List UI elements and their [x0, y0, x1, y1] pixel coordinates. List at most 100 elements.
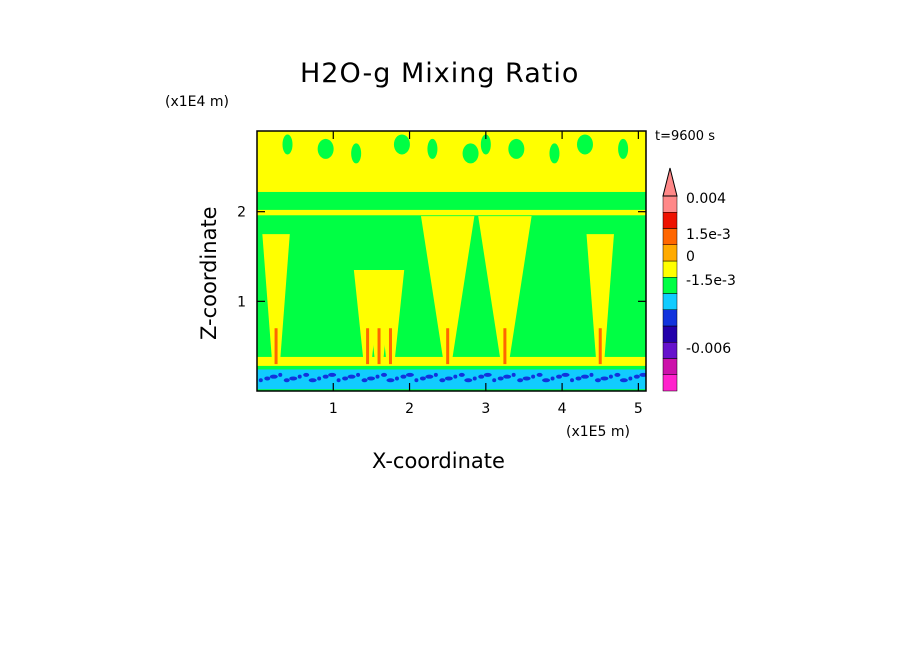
band-notch [508, 138, 525, 159]
blue-speck [414, 378, 419, 383]
blue-speck [458, 372, 465, 377]
blue-speck [283, 378, 290, 383]
plume-core [446, 328, 450, 365]
blue-speck [278, 372, 283, 377]
band-notch [549, 143, 560, 164]
blue-speck [600, 376, 609, 381]
blue-speck [478, 374, 485, 379]
blue-speck [556, 374, 563, 379]
colorbar-label: -1.5e-3 [686, 273, 736, 289]
blue-speck [394, 376, 399, 381]
blue-speck [303, 372, 310, 377]
colorbar-segment [662, 358, 678, 375]
y-tick-label: 2 [237, 205, 246, 221]
blue-speck [503, 374, 512, 379]
blue-speck [561, 372, 570, 377]
colorbar-segment [662, 195, 678, 213]
band-notch [462, 143, 479, 164]
plume [262, 234, 290, 365]
blue-speck [492, 378, 497, 383]
blue-speck [433, 372, 438, 377]
x-tick-label: 3 [481, 401, 490, 417]
colorbar-segment [662, 228, 678, 245]
band-notch [618, 138, 629, 159]
colorbar-segment [662, 277, 678, 294]
plume-core [598, 328, 602, 365]
plume-core [388, 328, 392, 365]
blue-speck [483, 372, 492, 377]
contour-field [257, 131, 646, 391]
colorbar-segment [662, 342, 678, 359]
band-notch [480, 134, 491, 155]
blue-speck [269, 374, 278, 379]
blue-speck [380, 372, 387, 377]
blue-speck [633, 374, 640, 379]
colorbar-segment [662, 325, 678, 343]
colorbar-segment [662, 212, 678, 229]
plume [376, 269, 405, 365]
band-notch [427, 138, 438, 159]
blue-speck [347, 374, 356, 379]
blue-speck [517, 378, 524, 383]
colorbar-label: 0.004 [686, 191, 726, 207]
z-axis-unit: (x1E4 m) [165, 94, 229, 110]
blue-speck [328, 372, 337, 377]
blue-speck [439, 378, 446, 383]
colorbar-label: 1.5e-3 [686, 227, 731, 243]
blue-speck [317, 376, 322, 381]
blue-speck [425, 374, 434, 379]
blue-speck [522, 376, 531, 381]
blue-speck [289, 376, 298, 381]
blue-speck [536, 372, 543, 377]
colorbar-segment [662, 260, 678, 278]
x-axis-unit: (x1E5 m) [566, 424, 630, 440]
band-notch [282, 134, 293, 155]
blue-speck [511, 372, 516, 377]
blue-speck [497, 376, 504, 381]
blue-speck [531, 374, 536, 379]
blue-speck [258, 378, 263, 383]
x-axis-label: X-coordinate [372, 449, 505, 473]
axis-ticks: 1 2 3 4 5 1 2 [237, 131, 646, 417]
blue-speck [367, 376, 376, 381]
colorbar-segment [662, 374, 678, 392]
blue-speck [322, 374, 329, 379]
blue-speck [361, 378, 368, 383]
blue-speck [386, 378, 395, 383]
colorbar: 0.004 1.5e-3 0 -1.5e-3 -0.006 [662, 167, 736, 392]
blue-speck [464, 378, 473, 383]
blue-speck [444, 376, 453, 381]
blue-speck [264, 376, 271, 381]
band-notch [576, 134, 593, 155]
chart-title: H2O-g Mixing Ratio [300, 58, 580, 89]
colorbar-segment [662, 293, 678, 310]
blue-speck [336, 378, 341, 383]
band-notch [351, 143, 362, 164]
x-tick-label: 1 [329, 401, 338, 417]
plume-core [366, 328, 370, 365]
blue-speck [550, 376, 555, 381]
blue-speck [405, 372, 414, 377]
blue-speck [575, 376, 582, 381]
blue-speck [375, 374, 380, 379]
plume [478, 216, 532, 365]
thin-band [257, 209, 646, 216]
blue-speck [542, 378, 551, 383]
blue-speck [453, 374, 458, 379]
blue-speck [356, 372, 361, 377]
blue-speck [594, 378, 601, 383]
blue-speck [580, 374, 589, 379]
blue-speck [639, 372, 646, 377]
plume [420, 216, 475, 365]
blue-speck [419, 376, 426, 381]
blue-speck [614, 372, 621, 377]
colorbar-label: -0.006 [686, 341, 731, 357]
colorbar-label: 0 [686, 249, 695, 265]
x-tick-label: 4 [558, 401, 567, 417]
plot-frame [256, 130, 647, 392]
blue-speck [472, 376, 477, 381]
plume [586, 234, 614, 365]
blue-speck [608, 374, 613, 379]
band-notch [317, 138, 334, 159]
